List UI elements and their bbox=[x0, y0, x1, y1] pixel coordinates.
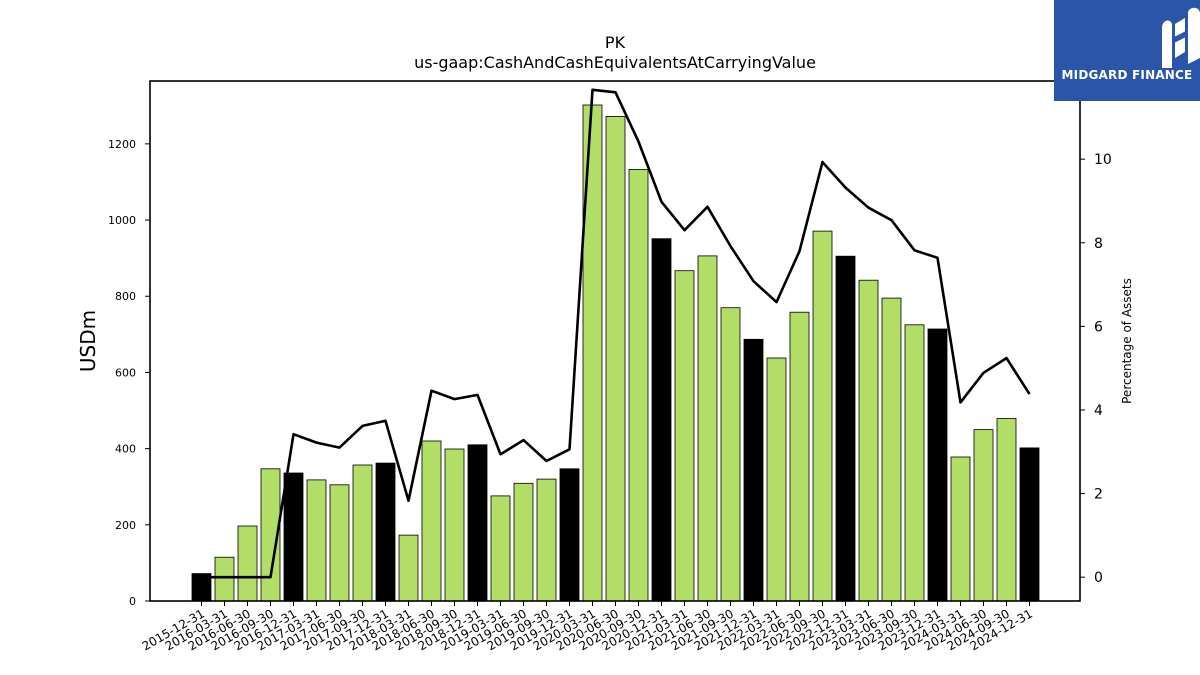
bar bbox=[628, 168, 649, 602]
bar bbox=[490, 495, 511, 602]
bar bbox=[720, 307, 741, 602]
y-tick-label: 1000 bbox=[108, 214, 136, 227]
y-tick-label: 600 bbox=[115, 366, 136, 379]
bar bbox=[467, 444, 488, 602]
y2-axis-label: Percentage of Assets bbox=[1120, 278, 1134, 404]
y-axis-label: USDm bbox=[76, 310, 100, 372]
y-tick-label: 200 bbox=[115, 519, 136, 532]
y2-tick-label: 6 bbox=[1094, 319, 1103, 335]
bar bbox=[605, 116, 626, 602]
bar bbox=[329, 484, 350, 602]
bar bbox=[559, 468, 580, 602]
bar bbox=[306, 479, 327, 602]
bar bbox=[513, 482, 534, 602]
bar bbox=[375, 462, 396, 602]
bar bbox=[651, 238, 672, 602]
bar bbox=[697, 255, 718, 602]
bar bbox=[237, 525, 258, 602]
bar bbox=[766, 357, 787, 602]
y2-tick-label: 0 bbox=[1094, 570, 1103, 586]
logo-text: MIDGARD FINANCE bbox=[1061, 68, 1193, 82]
bar bbox=[835, 255, 856, 602]
bar bbox=[352, 464, 373, 602]
bar bbox=[973, 429, 994, 602]
bar bbox=[674, 270, 695, 602]
y-tick-label: 0 bbox=[129, 595, 136, 608]
bar bbox=[789, 311, 810, 602]
series-line bbox=[201, 88, 1031, 579]
y-tick-label: 400 bbox=[115, 443, 136, 456]
bar bbox=[858, 279, 879, 602]
y2-tick-label: 10 bbox=[1094, 152, 1112, 168]
logo-mark-icon bbox=[1162, 7, 1200, 68]
y2-tick-label: 4 bbox=[1094, 403, 1103, 419]
y2-tick-label: 8 bbox=[1094, 236, 1103, 252]
axes-layer: 02004006008001000120002468102015-12-3120… bbox=[108, 80, 1112, 653]
bar bbox=[283, 472, 304, 602]
y2-tick-label: 2 bbox=[1094, 487, 1103, 503]
bar bbox=[743, 338, 764, 602]
bar bbox=[421, 440, 442, 602]
bar bbox=[950, 456, 971, 602]
line-layer bbox=[201, 88, 1031, 579]
bar bbox=[398, 534, 419, 602]
bar bbox=[881, 297, 902, 602]
bars-layer bbox=[191, 104, 1040, 602]
bar bbox=[1019, 447, 1040, 602]
y-tick-label: 1200 bbox=[108, 138, 136, 151]
bar bbox=[536, 478, 557, 602]
bar bbox=[812, 230, 833, 602]
bar bbox=[444, 448, 465, 602]
bar bbox=[214, 556, 235, 602]
chart-title: PK bbox=[605, 33, 626, 52]
bar bbox=[904, 324, 925, 602]
y-tick-label: 800 bbox=[115, 290, 136, 303]
chart-subtitle: us-gaap:CashAndCashEquivalentsAtCarrying… bbox=[414, 53, 816, 72]
bar bbox=[996, 418, 1017, 602]
brand-logo: MIDGARD FINANCE bbox=[1054, 0, 1200, 101]
bar bbox=[927, 328, 948, 602]
